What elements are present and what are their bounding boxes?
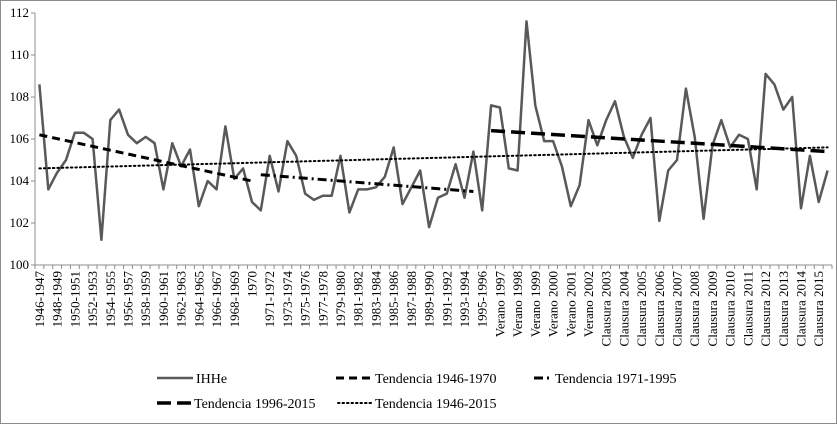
y-tick-label: 110	[10, 47, 29, 62]
x-tick-label: Verano 2002	[581, 271, 596, 337]
x-tick-label: 1964-1965	[191, 271, 206, 327]
series-line-4	[490, 128, 828, 154]
x-tick-label: Clausura 2013	[776, 271, 791, 346]
series-line-5	[38, 146, 829, 170]
x-tick-label: 1946-1947	[32, 271, 47, 328]
legend-label-2: Tendencia 1946-1970	[375, 372, 496, 387]
x-tick-label: 1979-1980	[333, 271, 348, 327]
x-tick-label: 1948-1949	[50, 271, 65, 327]
x-tick-label: 1952-1953	[85, 271, 100, 327]
x-tick-label: 1971-1972	[262, 271, 277, 327]
x-tick-label: Clausura 2003	[599, 271, 614, 346]
y-axis-ticks: 100 102 104 106 108 110 112	[10, 5, 35, 272]
series-lines	[38, 20, 829, 242]
x-tick-label: Clausura 2011	[740, 271, 755, 346]
x-tick-label: 1991-1992	[439, 271, 454, 327]
x-tick-label: 1987-1988	[404, 271, 419, 327]
x-tick-label: 1981-1982	[351, 271, 366, 327]
series-line-2	[39, 133, 253, 183]
x-tick-label: Clausura 2010	[723, 271, 738, 346]
y-tick-label: 104	[10, 173, 30, 188]
x-tick-label: 1989-1990	[422, 271, 437, 327]
x-tick-label: 1966-1967	[209, 271, 224, 328]
x-tick-label: 1983-1984	[368, 271, 383, 328]
series-line-3	[260, 173, 474, 193]
y-tick-label: 100	[10, 257, 30, 272]
legend-label-4: Tendencia 1996-2015	[194, 397, 315, 412]
x-tick-label: Verano 2000	[546, 271, 561, 337]
x-tick-label: Verano 1999	[528, 271, 543, 337]
x-tick-label: 1973-1974	[280, 271, 295, 328]
x-tick-label: 1993-1994	[457, 271, 472, 328]
legend-label-5: Tendencia 1946-2015	[375, 397, 496, 412]
x-tick-label: Clausura 2009	[705, 271, 720, 346]
x-tick-label: Verano 1997	[492, 271, 507, 338]
x-tick-label: Clausura 2008	[687, 271, 702, 346]
x-tick-label: 1985-1986	[386, 271, 401, 328]
x-tick-label: 1950-1951	[67, 271, 82, 327]
x-tick-label: 1975-1976	[298, 271, 313, 328]
x-tick-label: Clausura 2005	[634, 271, 649, 346]
x-tick-label: 1962-1963	[174, 271, 189, 327]
x-tick-label: Verano 2001	[563, 271, 578, 337]
x-tick-label: Clausura 2012	[758, 271, 773, 346]
x-tick-label: Clausura 2014	[794, 271, 809, 347]
y-tick-label: 108	[10, 89, 30, 104]
x-tick-label: 1977-1978	[315, 271, 330, 327]
x-axis-ticks: 1946-1947 1948-1949 1950-1951 1952-1953 1954…	[32, 265, 833, 347]
y-tick-label: 112	[10, 5, 29, 20]
series-line-1	[38, 20, 829, 242]
x-tick-label: Clausura 2006	[652, 271, 667, 347]
y-tick-label: 102	[10, 215, 30, 230]
x-tick-label: 1960-1961	[156, 271, 171, 327]
x-tick-label: Verano 1998	[510, 271, 525, 337]
x-tick-label: 1968-1969	[227, 271, 242, 327]
legend-label-1: IHHe	[196, 372, 227, 387]
x-tick-label: Clausura 2004	[616, 271, 631, 347]
x-tick-label: Clausura 2015	[811, 271, 826, 346]
x-tick-label: 1958-1959	[138, 271, 153, 327]
legend: IHHe Tendencia 1946-1970 Tendencia 1971-19…	[157, 372, 676, 412]
legend-label-3: Tendencia 1971-1995	[555, 372, 676, 387]
x-tick-label: Clausura 2007	[670, 271, 685, 347]
x-tick-label: 1954-1955	[103, 271, 118, 327]
x-tick-label: 1995-1996	[475, 271, 490, 328]
x-tick-label: 1956-1957	[120, 271, 135, 328]
y-tick-label: 106	[10, 131, 30, 146]
x-tick-label: 1970	[244, 271, 259, 297]
axes	[34, 13, 832, 266]
